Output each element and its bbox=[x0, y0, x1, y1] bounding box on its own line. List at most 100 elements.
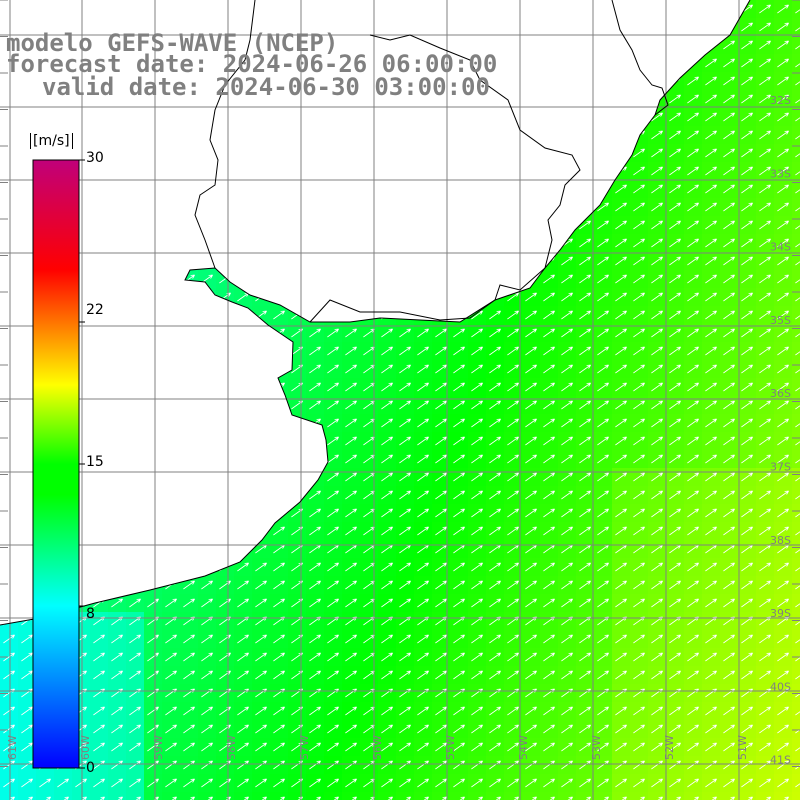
wind-arrow bbox=[471, 454, 483, 464]
wind-arrow bbox=[363, 148, 375, 158]
speed-cell bbox=[792, 630, 800, 649]
speed-cell bbox=[234, 378, 253, 397]
wind-arrow bbox=[705, 4, 717, 14]
wind-arrow bbox=[237, 742, 249, 752]
border-line bbox=[309, 34, 581, 323]
speed-cell bbox=[144, 558, 163, 577]
speed-cell bbox=[630, 324, 649, 343]
wind-arrow bbox=[399, 40, 411, 50]
wind-arrow bbox=[183, 364, 195, 374]
wind-arrow bbox=[543, 508, 555, 518]
wind-arrow bbox=[399, 598, 411, 608]
wind-arrow bbox=[93, 220, 105, 230]
wind-arrow bbox=[525, 472, 537, 482]
speed-cell bbox=[522, 180, 541, 199]
wind-arrow bbox=[381, 580, 393, 590]
speed-cell bbox=[108, 576, 127, 595]
wind-arrow bbox=[777, 148, 789, 158]
speed-cell bbox=[414, 558, 433, 577]
wind-arrow bbox=[453, 364, 465, 374]
speed-cell bbox=[324, 0, 343, 19]
speed-cell bbox=[684, 0, 703, 19]
wind-arrow bbox=[417, 274, 429, 284]
speed-cell bbox=[162, 126, 181, 145]
wind-arrow bbox=[453, 346, 465, 356]
wind-arrow bbox=[561, 292, 573, 302]
speed-cell bbox=[594, 666, 613, 685]
speed-cell bbox=[54, 792, 73, 800]
speed-cell bbox=[774, 414, 793, 433]
wind-arrow bbox=[129, 490, 141, 500]
speed-cell bbox=[756, 486, 775, 505]
wind-arrow bbox=[255, 436, 267, 446]
speed-cell bbox=[630, 558, 649, 577]
wind-arrow bbox=[669, 274, 681, 284]
speed-cell bbox=[612, 666, 631, 685]
speed-cell bbox=[378, 414, 397, 433]
speed-cell bbox=[540, 684, 559, 703]
wind-arrow bbox=[471, 472, 483, 482]
speed-cell bbox=[594, 702, 613, 721]
speed-cell bbox=[576, 360, 595, 379]
speed-cell bbox=[144, 252, 163, 271]
wind-arrow bbox=[309, 148, 321, 158]
wind-arrow bbox=[525, 94, 537, 104]
speed-cell bbox=[684, 486, 703, 505]
speed-cell bbox=[522, 576, 541, 595]
speed-cell bbox=[720, 432, 739, 451]
speed-cell bbox=[738, 234, 757, 253]
wind-arrow bbox=[615, 724, 627, 734]
wind-arrow bbox=[597, 364, 609, 374]
wind-arrow bbox=[399, 220, 411, 230]
wind-arrow bbox=[129, 526, 141, 536]
speed-cell bbox=[270, 630, 289, 649]
wind-arrow bbox=[129, 148, 141, 158]
wind-arrow bbox=[687, 256, 699, 266]
speed-cell bbox=[720, 612, 739, 631]
wind-arrow bbox=[345, 256, 357, 266]
speed-cell bbox=[360, 594, 379, 613]
speed-cell bbox=[774, 342, 793, 361]
wind-arrow bbox=[183, 166, 195, 176]
speed-cell bbox=[180, 252, 199, 271]
speed-cell bbox=[774, 792, 793, 800]
wind-arrow bbox=[417, 724, 429, 734]
speed-cell bbox=[540, 522, 559, 541]
wind-arrow bbox=[597, 670, 609, 680]
speed-cell bbox=[576, 108, 595, 127]
wind-arrow bbox=[741, 490, 753, 500]
speed-cell bbox=[252, 360, 271, 379]
speed-cell bbox=[306, 162, 325, 181]
wind-arrow bbox=[471, 706, 483, 716]
wind-arrow bbox=[633, 580, 645, 590]
wind-arrow bbox=[687, 472, 699, 482]
speed-cell bbox=[234, 414, 253, 433]
wind-arrow bbox=[741, 508, 753, 518]
speed-cell bbox=[486, 522, 505, 541]
wind-arrow bbox=[777, 454, 789, 464]
wind-arrow bbox=[723, 382, 735, 392]
wind-arrow bbox=[399, 454, 411, 464]
speed-cell bbox=[306, 0, 325, 19]
speed-cell bbox=[756, 18, 775, 37]
wind-arrow bbox=[741, 40, 753, 50]
speed-cell bbox=[342, 324, 361, 343]
wind-arrow bbox=[183, 382, 195, 392]
speed-cell bbox=[306, 270, 325, 289]
wind-arrow bbox=[471, 148, 483, 158]
speed-cell bbox=[378, 180, 397, 199]
wind-arrow bbox=[273, 724, 285, 734]
speed-cell bbox=[414, 324, 433, 343]
speed-cell bbox=[306, 432, 325, 451]
wind-arrow bbox=[183, 724, 195, 734]
wind-arrow bbox=[597, 436, 609, 446]
speed-cell bbox=[342, 576, 361, 595]
speed-cell bbox=[198, 216, 217, 235]
speed-cell bbox=[270, 450, 289, 469]
speed-cell bbox=[234, 180, 253, 199]
speed-cell bbox=[108, 504, 127, 523]
speed-cell bbox=[684, 162, 703, 181]
speed-cell bbox=[144, 540, 163, 559]
